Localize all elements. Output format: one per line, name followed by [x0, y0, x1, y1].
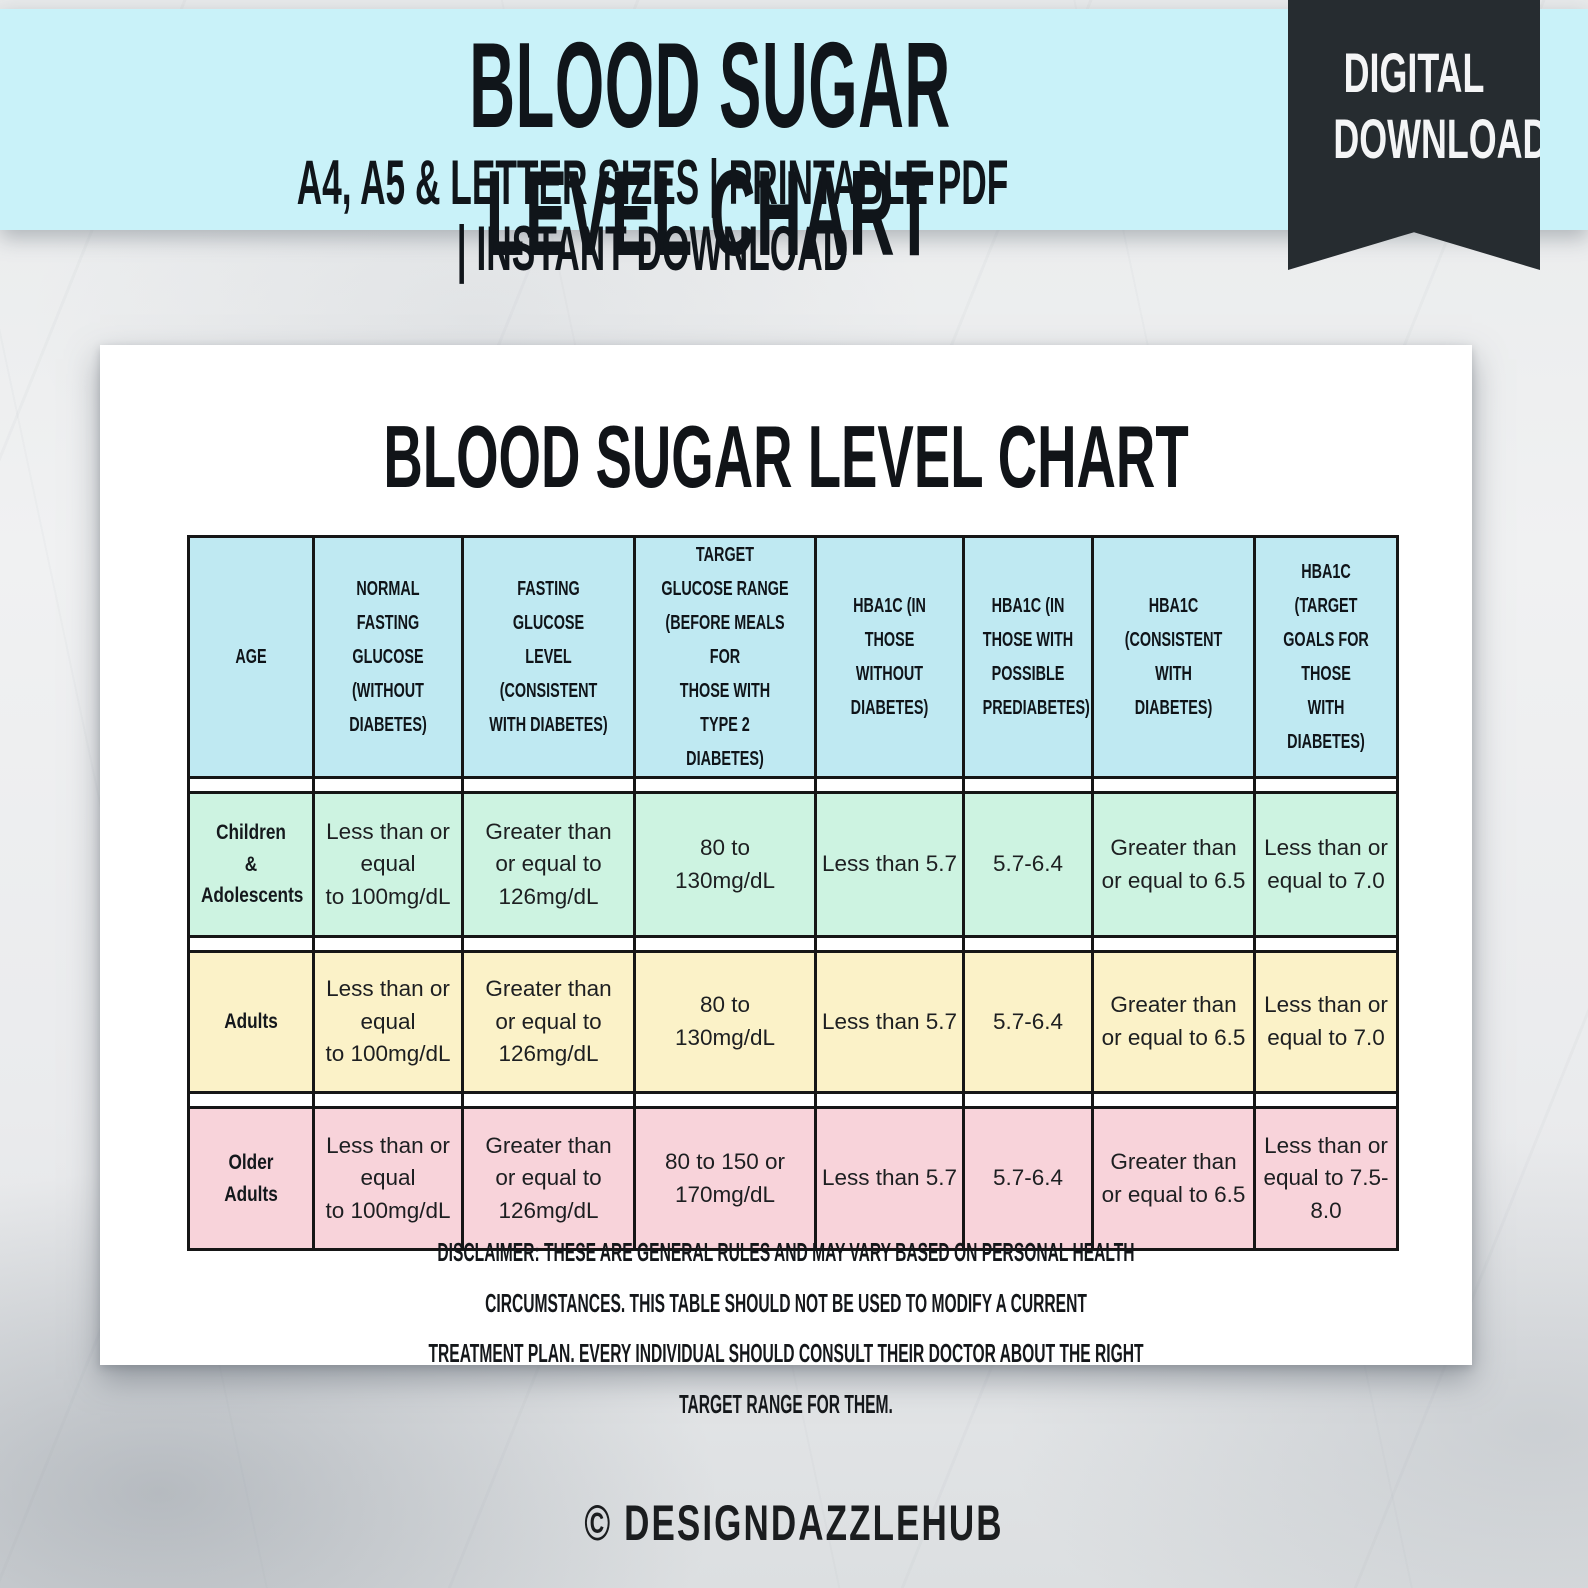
table-cell: Greater than or equal to 126mg/dL — [461, 1106, 636, 1251]
page-title: BLOOD SUGAR LEVEL CHART — [383, 407, 1189, 506]
blood-sugar-table: AGE NORMAL FASTING GLUCOSE (WITHOUT DIAB… — [187, 535, 1399, 1251]
table-cell: Less than or equal to 100mg/dL — [312, 791, 464, 938]
cell-value: Less than 5.7 — [821, 851, 958, 877]
cell-value: 5.7-6.4 — [992, 1008, 1064, 1034]
spacer-row — [187, 776, 1399, 794]
table-cell: 5.7-6.4 — [962, 791, 1094, 938]
age-label: Adults — [224, 1010, 278, 1034]
header-cell-fasting-diabetes: FASTING GLUCOSE LEVEL (CONSISTENT WITH D… — [461, 535, 636, 779]
table-cell: Less than or equal to 7.0 — [1253, 791, 1399, 938]
promo-subtitle: A4, A5 & LETTER SIZES | PRINTABLE PDF | … — [296, 148, 1009, 285]
cell-value: Less than or equal to 7.0 — [1264, 992, 1388, 1050]
header-label: HBA1C (IN THOSE WITH POSSIBLE PREDIABETE… — [982, 595, 1090, 719]
table-row-children: Children & Adolescents Less than or equa… — [187, 791, 1399, 938]
table-cell: Less than or equal to 7.5- 8.0 — [1253, 1106, 1399, 1251]
header-label: AGE — [235, 646, 267, 668]
table-cell: Greater than or equal to 126mg/dL — [461, 950, 636, 1094]
spacer-row — [187, 935, 1399, 953]
cell-value: Less than 5.7 — [821, 1165, 958, 1191]
table-header-row: AGE NORMAL FASTING GLUCOSE (WITHOUT DIAB… — [187, 535, 1399, 779]
table-cell: 5.7-6.4 — [962, 950, 1094, 1094]
cell-value: Greater than or equal to 6.5 — [1101, 992, 1246, 1050]
header-cell-target-range: TARGET GLUCOSE RANGE (BEFORE MEALS FOR T… — [633, 535, 817, 779]
table-row-older-adults: Older Adults Less than or equal to 100mg… — [187, 1106, 1399, 1251]
table-cell: Less than 5.7 — [814, 1106, 965, 1251]
brand-credit: © DESIGNDAZZLEHUB — [584, 1495, 1004, 1551]
header-label: TARGET GLUCOSE RANGE (BEFORE MEALS FOR T… — [661, 544, 789, 770]
cell-value: Less than or equal to 7.0 — [1264, 834, 1388, 893]
digital-download-ribbon: DIGITAL DOWNLOAD — [1288, 0, 1540, 270]
cell-value: 5.7-6.4 — [992, 1165, 1064, 1191]
spacer-row — [187, 1091, 1399, 1109]
header-cell-hba1c-prediabetes: HBA1C (IN THOSE WITH POSSIBLE PREDIABETE… — [962, 535, 1094, 779]
table-cell: Less than or equal to 100mg/dL — [312, 950, 464, 1094]
age-cell: Adults — [187, 950, 315, 1094]
table-cell: Greater than or equal to 6.5 — [1091, 1106, 1256, 1251]
ribbon-line-2: DOWNLOAD — [1333, 107, 1549, 171]
table-cell: 80 to 130mg/dL — [633, 950, 817, 1094]
header-label: HBA1C (CONSISTENT WITH DIABETES) — [1124, 595, 1223, 719]
header-cell-normal-fasting: NORMAL FASTING GLUCOSE (WITHOUT DIABETES… — [312, 535, 464, 779]
age-cell: Older Adults — [187, 1106, 315, 1251]
cell-value: 80 to 150 or 170mg/dL — [664, 1148, 786, 1207]
cell-value: Greater than or equal to 126mg/dL — [485, 1132, 612, 1223]
table-cell: Greater than or equal to 6.5 — [1091, 791, 1256, 938]
header-cell-hba1c-without: HBA1C (IN THOSE WITHOUT DIABETES) — [814, 535, 965, 779]
cell-value: Greater than or equal to 6.5 — [1101, 834, 1246, 893]
cell-value: Less than 5.7 — [821, 1008, 958, 1034]
cell-value: 5.7-6.4 — [992, 851, 1064, 877]
table-cell: Greater than or equal to 6.5 — [1091, 950, 1256, 1094]
age-cell: Children & Adolescents — [187, 791, 315, 938]
cell-value: Less than or equal to 100mg/dL — [325, 976, 451, 1067]
header-label: FASTING GLUCOSE LEVEL (CONSISTENT WITH D… — [489, 578, 608, 736]
table-cell: 80 to 150 or 170mg/dL — [633, 1106, 817, 1251]
cell-value: Greater than or equal to 126mg/dL — [485, 976, 612, 1067]
table-cell: Less than or equal to 7.0 — [1253, 950, 1399, 1094]
age-label: Children & Adolescents — [200, 821, 304, 908]
table-cell: 80 to 130mg/dL — [633, 791, 817, 938]
header-cell-hba1c-diabetes: HBA1C (CONSISTENT WITH DIABETES) — [1091, 535, 1256, 779]
table-cell: Less than 5.7 — [814, 950, 965, 1094]
header-cell-age: AGE — [187, 535, 315, 779]
header-label: HBA1C (TARGET GOALS FOR THOSE WITH DIABE… — [1283, 561, 1369, 753]
disclaimer-text: DISCLAIMER: THESE ARE GENERAL RULES AND … — [428, 1237, 1144, 1420]
promo-title: BLOOD SUGAR LEVEL CHART — [469, 17, 951, 282]
table-cell: Greater than or equal to 126mg/dL — [461, 791, 636, 938]
cell-value: Less than or equal to 100mg/dL — [325, 818, 451, 909]
cell-value: Greater than or equal to 126mg/dL — [485, 818, 612, 909]
header-cell-hba1c-target: HBA1C (TARGET GOALS FOR THOSE WITH DIABE… — [1253, 535, 1399, 779]
cell-value: Less than or equal to 7.5- 8.0 — [1263, 1132, 1389, 1223]
printable-page: BLOOD SUGAR LEVEL CHART AGE NORMAL FASTI… — [100, 345, 1472, 1419]
cell-value: Greater than or equal to 6.5 — [1101, 1148, 1246, 1207]
table-cell: Less than 5.7 — [814, 791, 965, 938]
table-row-adults: Adults Less than or equal to 100mg/dL Gr… — [187, 950, 1399, 1094]
ribbon-line-1: DIGITAL — [1343, 41, 1485, 104]
header-label: HBA1C (IN THOSE WITHOUT DIABETES) — [850, 595, 929, 719]
age-label: Older Adults — [224, 1151, 278, 1206]
header-label: NORMAL FASTING GLUCOSE (WITHOUT DIABETES… — [349, 578, 427, 736]
table-cell: 5.7-6.4 — [962, 1106, 1094, 1251]
cell-value: 80 to 130mg/dL — [674, 834, 776, 893]
cell-value: Less than or equal to 100mg/dL — [325, 1132, 451, 1223]
table-cell: Less than or equal to 100mg/dL — [312, 1106, 464, 1251]
cell-value: 80 to 130mg/dL — [674, 992, 776, 1050]
